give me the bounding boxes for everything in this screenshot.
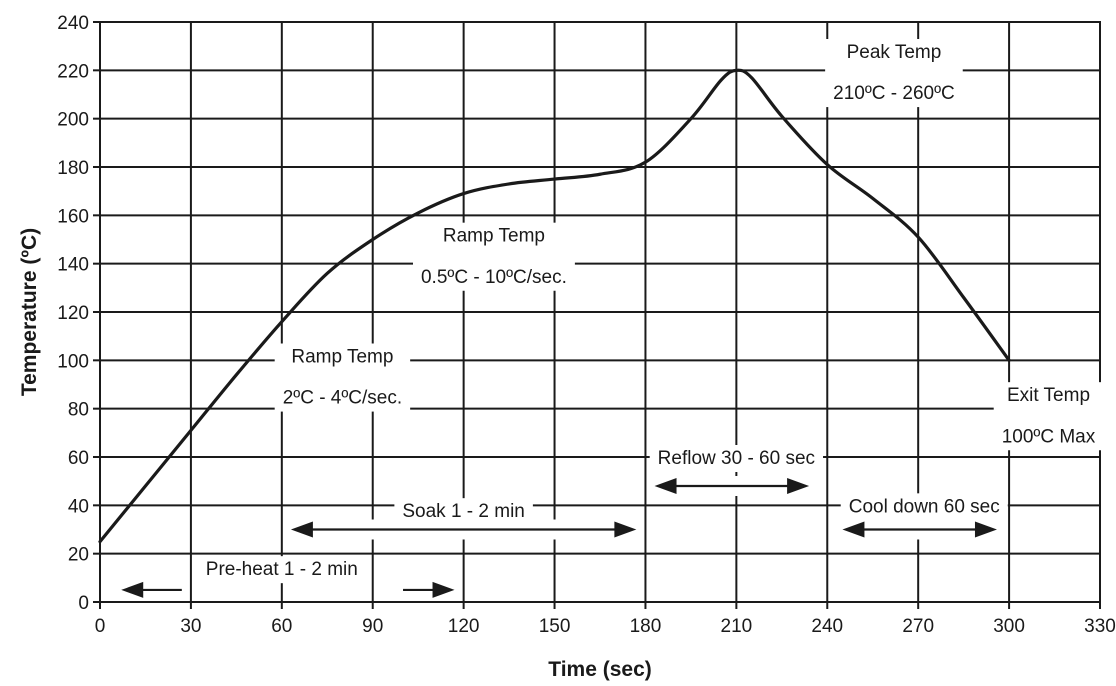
arrow-head <box>842 521 865 538</box>
y-tick-label: 0 <box>78 593 89 614</box>
soak-arrow <box>288 519 639 540</box>
x-tick-label: 210 <box>721 616 753 637</box>
annotation-background <box>825 39 963 108</box>
annotation-text: 100ºC Max <box>1002 426 1096 447</box>
cooldown-arrow <box>840 519 999 540</box>
y-tick-label: 160 <box>57 206 89 227</box>
y-tick-label: 120 <box>57 303 89 324</box>
arrow-head <box>432 581 455 598</box>
x-tick-label: 330 <box>1084 616 1116 637</box>
y-tick-label: 220 <box>57 61 89 82</box>
annotation-text: Exit Temp <box>1007 385 1090 406</box>
y-tick-label: 40 <box>68 496 89 517</box>
axis-layer: 0 30 60 90 120 150 180 210 240 270 300 330 0 20 40 60 80… <box>57 13 1116 637</box>
annotation-text: 0.5ºC - 10ºC/sec. <box>421 267 567 288</box>
preheat-right-arrow <box>401 579 457 600</box>
arrow-head <box>121 581 144 598</box>
x-tick-label: 240 <box>811 616 843 637</box>
annotation-ramp2: Ramp Temp 0.5ºC - 10ºC/sec. <box>412 222 575 291</box>
annotation-text: Peak Temp <box>847 42 942 63</box>
y-tick-label: 200 <box>57 110 89 131</box>
annotation-text: Pre-heat 1 - 2 min <box>206 559 358 580</box>
annotation-cooldown: Cool down 60 sec <box>840 493 1008 521</box>
y-tick-label: 140 <box>57 255 89 276</box>
annotation-ramp1: Ramp Temp 2ºC - 4ºC/sec. <box>274 343 411 412</box>
y-tick-label: 80 <box>68 400 89 421</box>
x-tick-label: 150 <box>539 616 571 637</box>
annotation-text: 210ºC - 260ºC <box>833 83 955 104</box>
annotation-peak: Peak Temp 210ºC - 260ºC <box>825 39 963 108</box>
annotation-text: Ramp Temp <box>443 226 545 247</box>
arrow-head <box>614 521 637 538</box>
y-axis-title: Temperature (ºC) <box>18 228 41 396</box>
temperature-profile-line <box>98 68 1011 544</box>
annotation-background <box>197 556 366 584</box>
y-tick-label: 20 <box>68 545 89 566</box>
reflow-arrow <box>652 476 812 496</box>
annotation-reflow: Reflow 30 - 60 sec <box>649 445 824 472</box>
arrow-head <box>974 521 997 538</box>
y-tick-label: 180 <box>57 158 89 179</box>
x-tick-label: 270 <box>902 616 934 637</box>
arrow-layer <box>119 476 999 600</box>
x-tick-label: 300 <box>993 616 1025 637</box>
annotation-text: Ramp Temp <box>291 347 393 368</box>
x-axis-title: Time (sec) <box>548 658 652 681</box>
grid-layer <box>100 22 1100 602</box>
x-tick-label: 30 <box>180 616 201 637</box>
annotation-exit: Exit Temp 100ºC Max <box>993 382 1104 451</box>
x-tick-label: 180 <box>630 616 662 637</box>
annotation-preheat: Pre-heat 1 - 2 min <box>197 556 366 584</box>
curve-layer <box>98 68 1011 544</box>
x-tick-label: 0 <box>95 616 106 637</box>
arrow-head <box>787 478 810 494</box>
annotation-background <box>649 445 824 472</box>
y-tick-label: 100 <box>57 351 89 372</box>
annotation-text: Reflow 30 - 60 sec <box>658 448 815 469</box>
x-tick-label: 60 <box>271 616 292 637</box>
annotation-text: Cool down 60 sec <box>849 496 1000 517</box>
annotation-text: Soak 1 - 2 min <box>402 501 525 522</box>
x-tick-label: 120 <box>448 616 480 637</box>
y-tick-label: 60 <box>68 448 89 469</box>
preheat-left-arrow <box>119 579 184 600</box>
x-tick-label: 90 <box>362 616 383 637</box>
arrow-head <box>654 478 677 494</box>
annotation-text: 2ºC - 4ºC/sec. <box>283 388 402 409</box>
annotation-background <box>412 222 575 291</box>
annotation-background <box>840 493 1008 521</box>
annotation-background <box>274 343 411 412</box>
y-tick-label: 240 <box>57 13 89 34</box>
annotation-background <box>993 382 1104 451</box>
arrow-head <box>290 521 313 538</box>
